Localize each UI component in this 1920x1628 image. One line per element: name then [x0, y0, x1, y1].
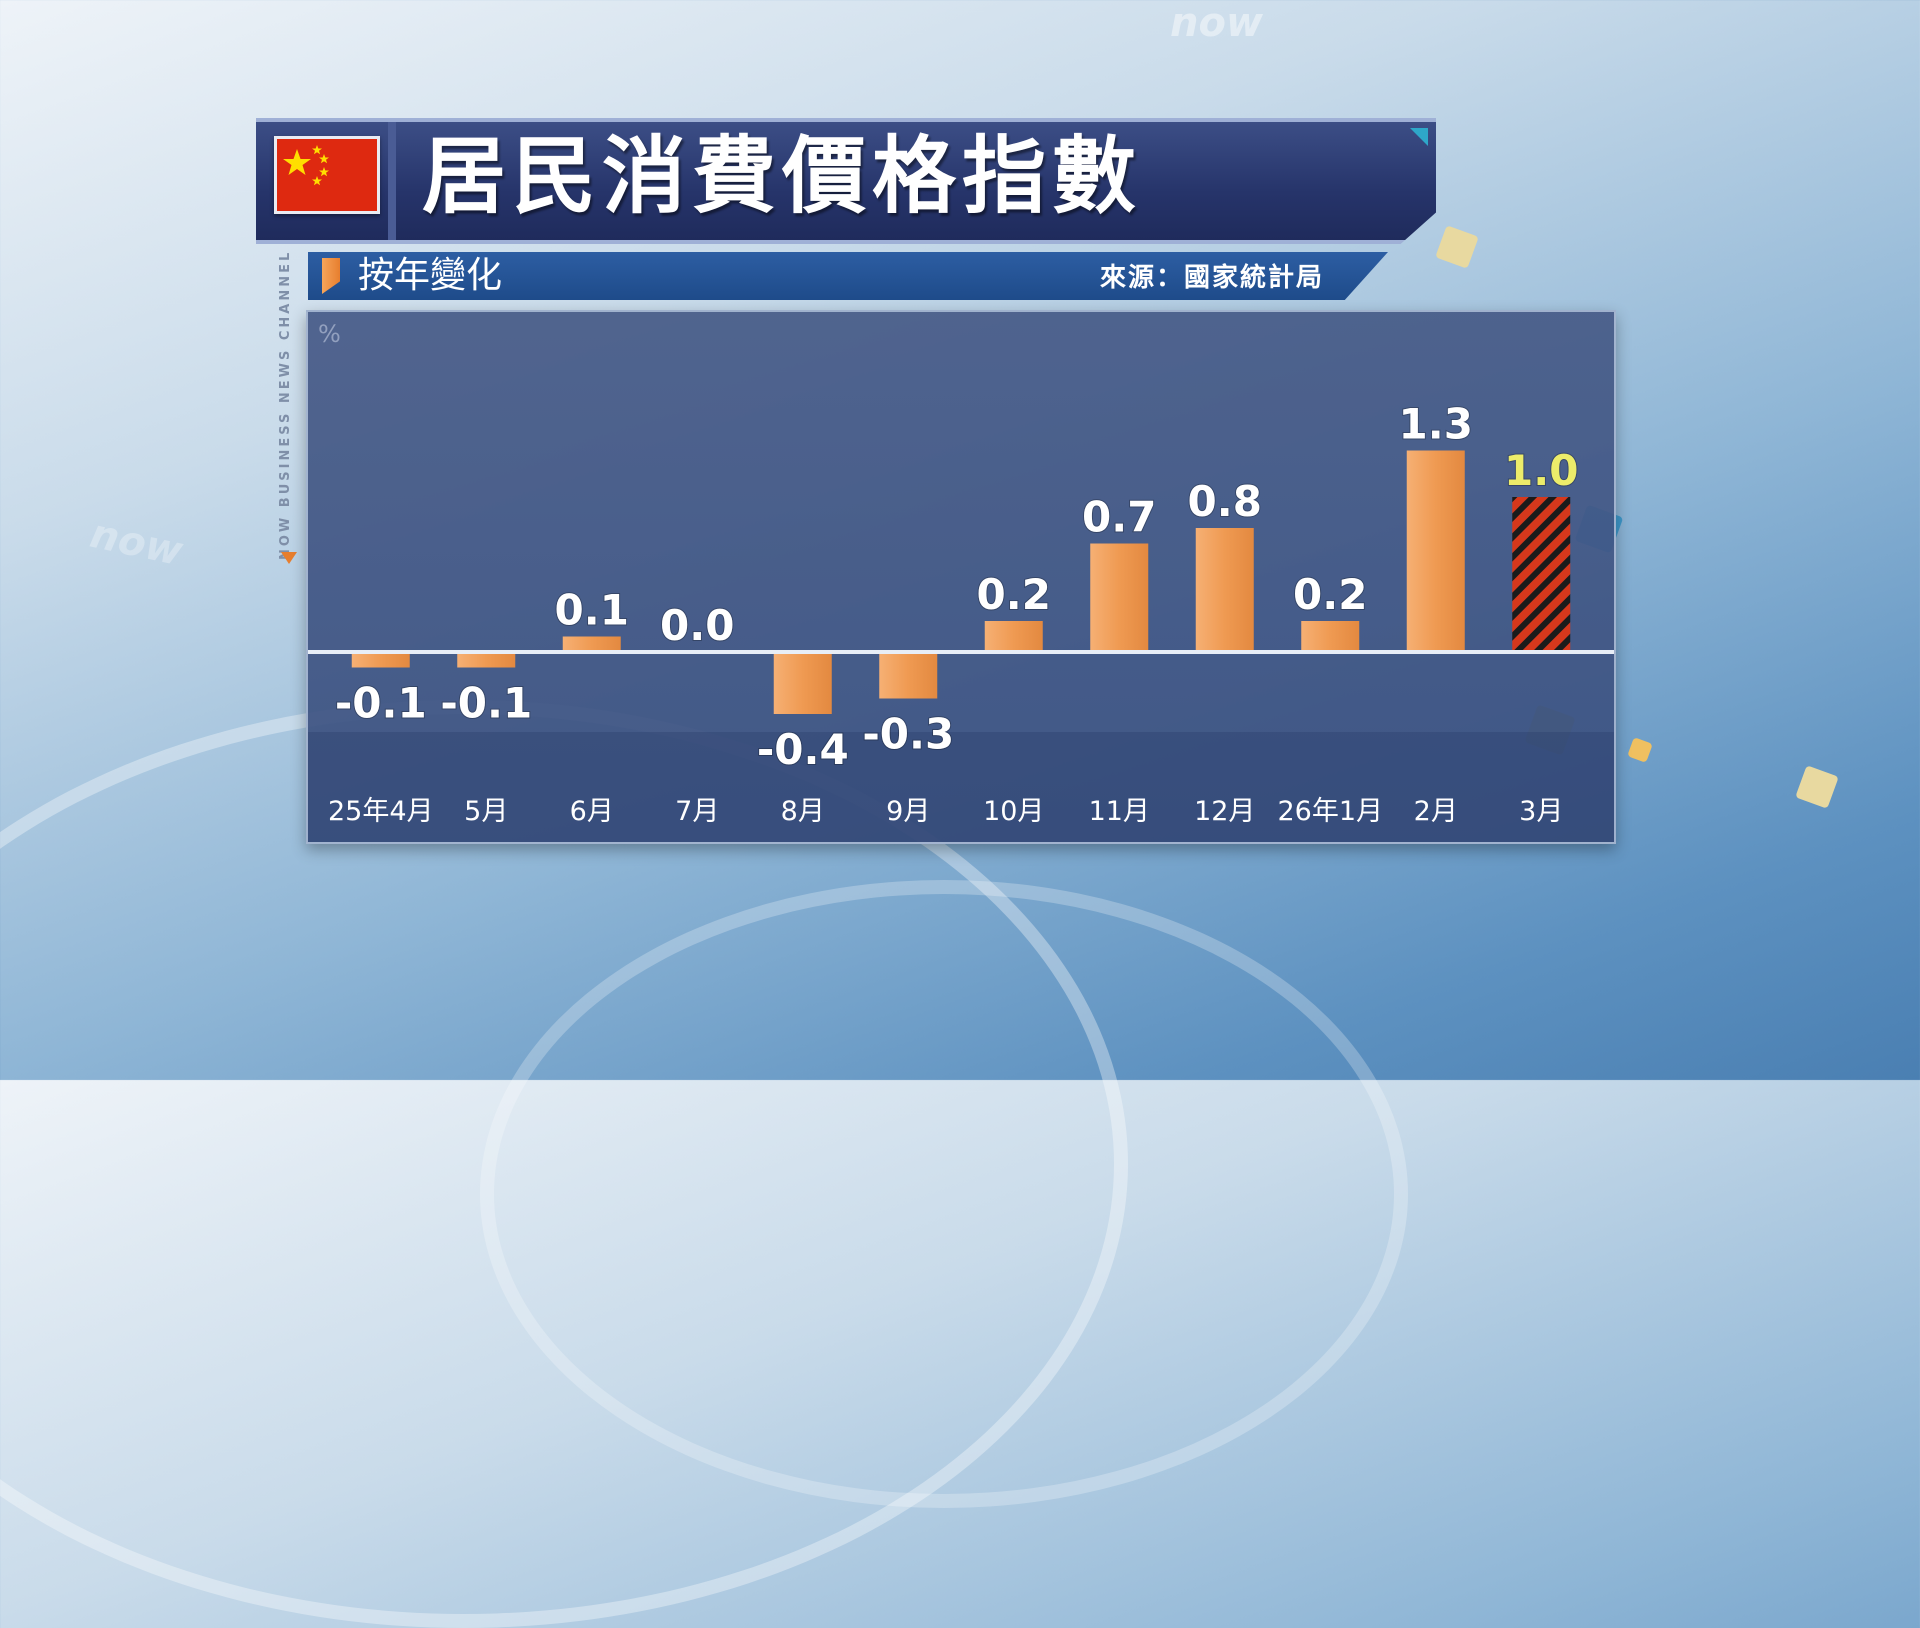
bar-chart: % -0.1 -0.1 0.1 0.0 -0.4 -0.3 0.2 0.7 0.8 0.2 1.3 1… [308, 312, 1614, 842]
x-tick-label: 5月 [464, 796, 508, 827]
x-tick-label: 10月 [983, 796, 1044, 827]
x-tick-label: 2月 [1414, 796, 1458, 827]
data-source: 來源：國家統計局 [1100, 252, 1324, 304]
data-label: 1.3 [1399, 400, 1473, 449]
data-label: -0.1 [440, 679, 532, 728]
side-brand: NOW BUSINESS NEWS CHANNEL [278, 260, 302, 580]
y-axis-unit-label: % [318, 320, 341, 348]
chart-panel: % -0.1 -0.1 0.1 0.0 -0.4 -0.3 0.2 0.7 0.8 0.2 1.3 1… [306, 310, 1616, 844]
side-brand-arrow-icon [281, 552, 297, 564]
bar [1301, 621, 1359, 652]
page-title: 居民消費價格指數 [422, 126, 1142, 226]
side-brand-text: NOW BUSINESS NEWS CHANNEL [278, 240, 302, 560]
bar [1407, 451, 1465, 653]
x-tick-label: 7月 [675, 796, 719, 827]
watermark-now-left: now [86, 511, 186, 575]
x-tick-label: 3月 [1519, 796, 1563, 827]
data-label: -0.4 [757, 725, 849, 774]
x-tick-label: 8月 [781, 796, 825, 827]
title-divider [388, 122, 396, 240]
data-label: 0.8 [1188, 477, 1262, 526]
title-banner: 居民消費價格指數 [256, 118, 1436, 244]
x-tick-label: 25年4月 [328, 796, 434, 827]
data-label: 1.0 [1504, 446, 1578, 495]
data-label: 0.2 [977, 570, 1051, 619]
data-label: 0.0 [660, 601, 734, 650]
bar-highlight [1512, 497, 1570, 652]
data-label: 0.2 [1293, 570, 1367, 619]
bar [457, 652, 515, 668]
data-label: -0.1 [335, 679, 427, 728]
deco-cube [1627, 737, 1653, 763]
deco-cube [1795, 765, 1839, 809]
bar [985, 621, 1043, 652]
x-tick-label: 12月 [1194, 796, 1255, 827]
bar [352, 652, 410, 668]
bar [879, 652, 937, 699]
x-tick-label: 11月 [1089, 796, 1150, 827]
x-tick-label: 26年1月 [1277, 796, 1383, 827]
x-tick-label: 6月 [570, 796, 614, 827]
data-label: -0.3 [862, 710, 954, 759]
bar [774, 652, 832, 714]
chart-subtitle: 按年變化 [358, 252, 502, 300]
corner-accent [1410, 128, 1428, 146]
bar [1090, 544, 1148, 653]
watermark-now-top: now [1170, 0, 1263, 46]
china-flag-icon [274, 136, 380, 214]
x-tick-label: 9月 [886, 796, 930, 827]
deco-cube [1435, 225, 1479, 269]
data-label: 0.1 [555, 586, 629, 635]
bar [563, 637, 621, 653]
bar [1196, 528, 1254, 652]
data-label: 0.7 [1082, 493, 1156, 542]
subtitle-bar: 按年變化 來源：國家統計局 [308, 252, 1388, 300]
subtitle-marker-icon [322, 258, 340, 294]
